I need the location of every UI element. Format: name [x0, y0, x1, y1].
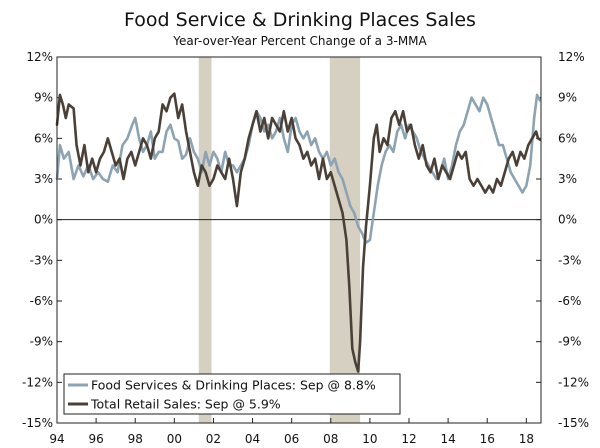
y-tick-label-left: -3%	[30, 253, 53, 267]
x-tick-label: 14	[440, 432, 455, 446]
y-tick-label-right: 12%	[558, 50, 585, 64]
y-tick-label-left: 9%	[34, 91, 53, 105]
y-tick-label-left: -15%	[22, 416, 53, 430]
x-tick-label: 94	[49, 432, 64, 446]
series-food-services-line	[55, 93, 542, 245]
y-tick-label-right: 3%	[558, 172, 577, 186]
x-tick-label: 00	[167, 432, 182, 446]
y-tick-label-right: -9%	[558, 335, 581, 349]
y-tick-label-right: -15%	[558, 416, 589, 430]
chart-subtitle: Year-over-Year Percent Change of a 3-MMA	[172, 34, 427, 48]
axis-ticks	[56, 56, 541, 424]
x-tick-label: 02	[206, 432, 221, 446]
y-tick-label-left: -6%	[30, 294, 53, 308]
y-tick-label-left: 6%	[34, 131, 53, 145]
series-lines	[55, 92, 542, 373]
y-tick-label-left: -12%	[22, 375, 53, 389]
y-tick-label-right: -3%	[558, 253, 581, 267]
series-total-retail-line	[55, 92, 542, 373]
legend-label-food-services: Food Services & Drinking Places: Sep @ 8…	[91, 378, 376, 393]
tick-labels: 12% 12% 9% 9% 6% 6% 3% 3% 0% 0% -3% -3% -6% -6% -9% -9%…	[22, 50, 589, 446]
y-tick-label-right: 6%	[558, 131, 577, 145]
y-tick-label-right: -6%	[558, 294, 581, 308]
recession-bands	[198, 57, 361, 423]
x-tick-label: 18	[519, 432, 534, 446]
x-tick-label: 10	[362, 432, 377, 446]
x-tick-label: 06	[284, 432, 299, 446]
recession-band-1	[198, 57, 212, 423]
y-tick-label-right: -12%	[558, 375, 589, 389]
x-tick-label: 16	[480, 432, 495, 446]
y-tick-label-right: 0%	[558, 213, 577, 227]
x-tick-label: 08	[323, 432, 338, 446]
chart-title: Food Service & Drinking Places Sales	[124, 9, 476, 31]
y-tick-label-left: 12%	[26, 50, 53, 64]
y-tick-label-right: 9%	[558, 91, 577, 105]
x-tick-label: 12	[401, 432, 416, 446]
x-tick-label: 96	[88, 432, 103, 446]
legend: Food Services & Drinking Places: Sep @ 8…	[63, 373, 401, 415]
x-tick-label: 98	[128, 432, 143, 446]
y-tick-label-left: 3%	[34, 172, 53, 186]
x-tick-label: 04	[245, 432, 260, 446]
legend-label-total-retail: Total Retail Sales: Sep @ 5.9%	[90, 397, 281, 412]
legend-box	[63, 373, 401, 415]
recession-band-2	[329, 57, 361, 423]
plot-frame	[56, 56, 542, 424]
y-tick-label-left: 0%	[34, 213, 53, 227]
y-tick-label-left: -9%	[30, 335, 53, 349]
